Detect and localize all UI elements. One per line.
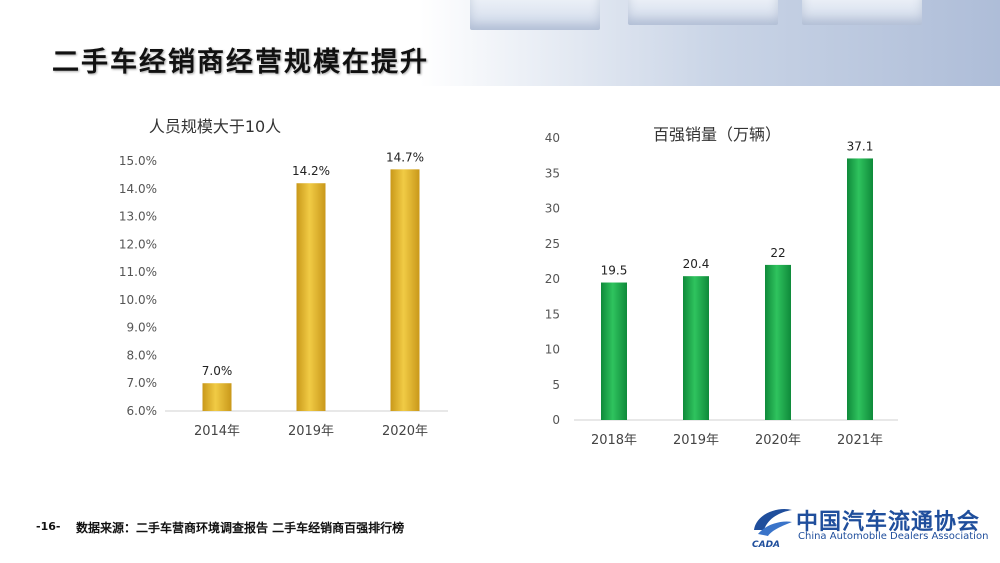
chart-staff-size: 人员规模大于10人 6.0% 7.0% 8.0% 9.0% 10.0% 11.0% 12.0… [119,117,448,439]
y-tick-label: 11.0% [119,265,157,279]
y-tick-label: 15 [545,307,560,321]
bar [202,383,232,411]
cada-logo: CADA 中国汽车流通协会 China Automobile Dealers A… [748,500,988,550]
data-label: 19.5 [601,264,628,278]
header-banner: 二手车经销商经营规模在提升 [0,0,1000,86]
y-tick-label: 20 [545,272,560,286]
chart-top100-sales: 百强销量（万辆） 0 5 10 15 20 25 30 35 40 19.5 2018年 20.4 20… [545,125,898,448]
x-tick-label: 2014年 [194,424,240,439]
x-tick-label: 2019年 [673,433,719,448]
data-label: 14.7% [386,150,424,164]
x-tick-label: 2018年 [591,433,637,448]
chart-title: 人员规模大于10人 [149,117,281,136]
bar [390,169,420,411]
x-tick-label: 2019年 [288,424,334,439]
logo-name-en: China Automobile Dealers Association [798,531,989,542]
y-tick-label: 8.0% [127,348,158,362]
x-tick-label: 2021年 [837,433,883,448]
data-label: 7.0% [202,364,233,378]
chart-title: 百强销量（万辆） [653,125,781,144]
page-title: 二手车经销商经营规模在提升 [52,47,429,78]
bar [601,282,627,420]
banner-cube-mid [628,0,778,25]
y-tick-label: 10.0% [119,293,157,307]
bar [847,158,873,420]
y-tick-label: 14.0% [119,182,157,196]
bar [765,264,791,420]
y-tick-label: 35 [545,166,560,180]
y-tick-label: 15.0% [119,154,157,168]
y-tick-label: 5 [552,378,560,392]
x-tick-label: 2020年 [382,424,428,439]
y-tick-label: 10 [545,343,560,357]
y-tick-label: 9.0% [127,321,158,335]
y-tick-label: 40 [545,131,560,145]
y-tick-label: 7.0% [127,376,158,390]
y-tick-label: 12.0% [119,237,157,251]
y-tick-label: 6.0% [127,404,158,418]
x-tick-label: 2020年 [755,433,801,448]
page-number: -16- [36,520,61,533]
banner-cube-left [470,0,600,30]
logo-name-cn: 中国汽车流通协会 [796,510,981,535]
banner-cube-right [802,0,922,25]
data-label: 14.2% [292,164,330,178]
cada-logo-mark: CADA [752,508,792,550]
data-label: 22 [770,246,785,260]
data-source: 数据来源：二手车营商环境调查报告 二手车经销商百强排行榜 [76,521,405,535]
y-tick-label: 0 [552,413,560,427]
y-tick-label: 13.0% [119,210,157,224]
bar [296,183,326,411]
y-tick-label: 25 [545,237,560,251]
bar [683,276,709,420]
y-tick-label: 30 [545,202,560,216]
logo-mark-text: CADA [752,540,780,550]
data-label: 20.4 [683,257,710,271]
data-label: 37.1 [847,139,874,153]
